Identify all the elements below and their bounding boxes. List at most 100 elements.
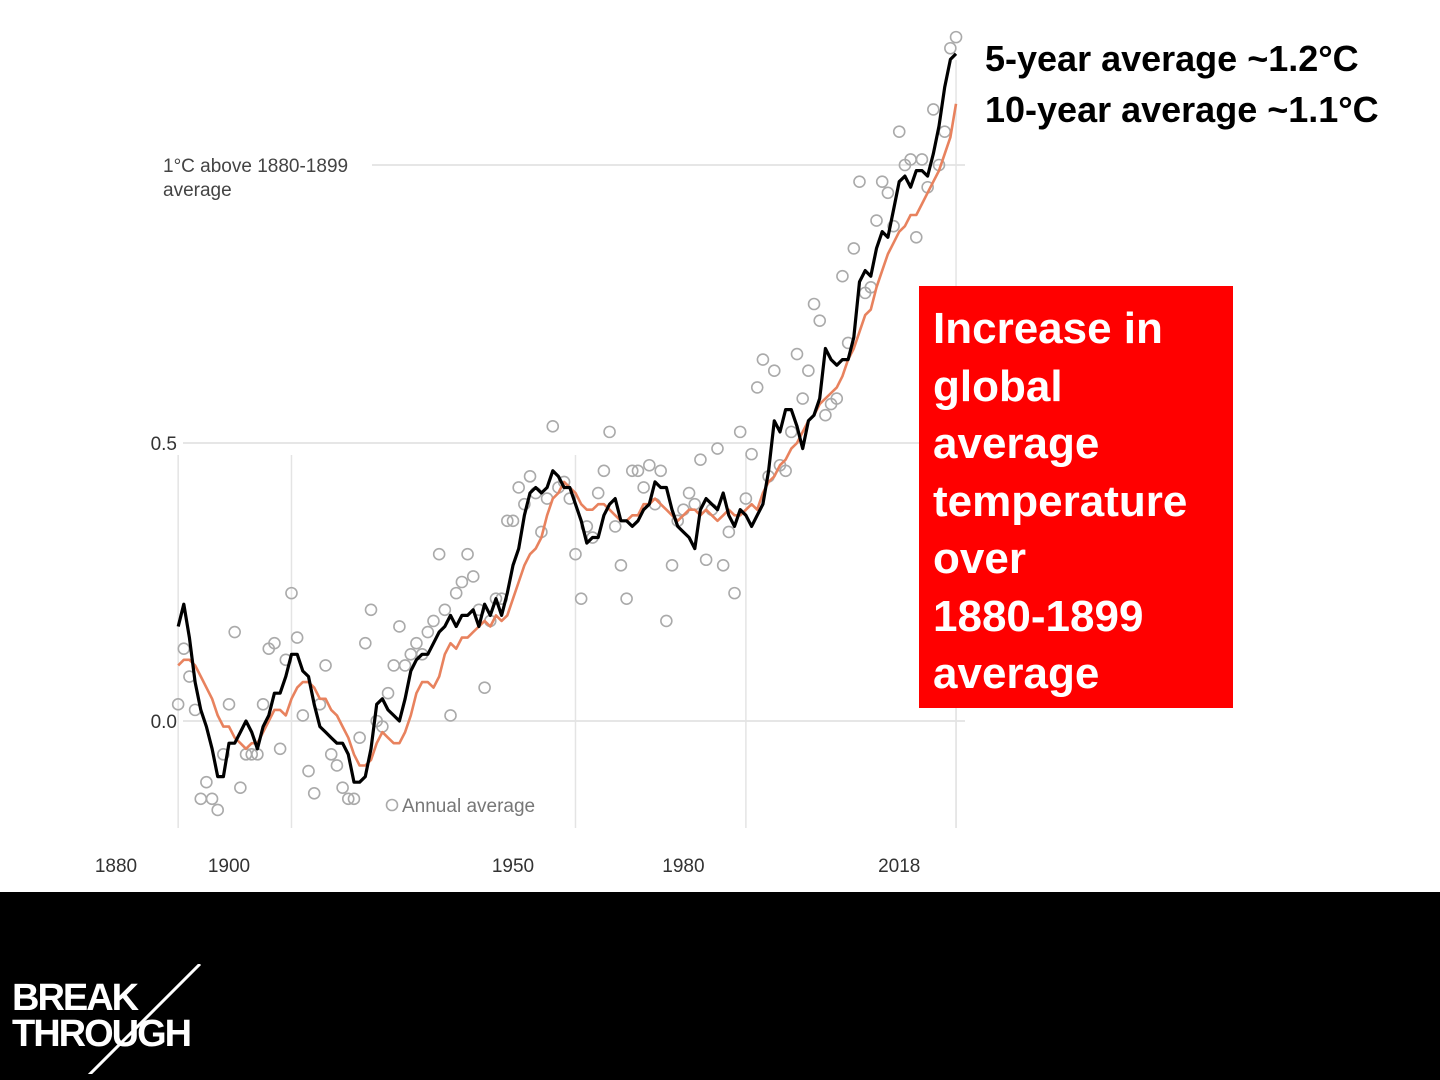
- annual-average-point: [432, 547, 446, 561]
- annual-average-point: [909, 230, 923, 244]
- annual-average-point: [177, 642, 191, 656]
- annual-average-point: [404, 647, 418, 661]
- annual-average-point: [750, 381, 764, 394]
- annual-average-point: [234, 781, 247, 795]
- annual-average-point: [853, 175, 866, 188]
- ten-year-average-line: [177, 103, 958, 767]
- annual-average-point: [387, 659, 401, 672]
- breakthrough-logo: BREAK THROUGH: [12, 964, 210, 1074]
- logo-line-1: BREAK: [12, 977, 139, 1019]
- annual-average-point: [324, 748, 338, 761]
- annual-average-point: [444, 709, 457, 722]
- annual-average-point: [688, 497, 702, 511]
- annual-average-point: [194, 792, 208, 806]
- annual-average-point: [603, 425, 616, 439]
- axis-labels: 0.0 0.5 1880 1900 1950 1980 2018 1°C above 1880…: [95, 156, 921, 877]
- annual-average-point: [625, 464, 639, 478]
- annual-average-point: [944, 41, 957, 55]
- annual-average-point: [830, 392, 844, 405]
- annual-average-point: [347, 792, 361, 806]
- annual-average-point: [359, 636, 372, 650]
- annual-average-point: [875, 175, 889, 188]
- ten-year-average-label: 10-year average ~1.1°C: [985, 89, 1379, 130]
- logo-line-2: THROUGH: [12, 1013, 192, 1055]
- annual-average-point: [546, 420, 560, 433]
- annual-average-point: [512, 481, 525, 494]
- annual-average-point: [574, 592, 588, 605]
- annual-average-point: [767, 364, 781, 378]
- annual-average-point: [222, 698, 236, 711]
- x-tick-label: 1980: [662, 856, 704, 877]
- annual-average-point: [273, 742, 287, 756]
- annual-average-point: [643, 458, 656, 472]
- annual-average-point: [813, 314, 827, 327]
- five-year-average-label: 5-year average ~1.2°C: [985, 38, 1359, 79]
- x-tick-label: 1950: [492, 856, 534, 877]
- annual-average-point: [733, 425, 747, 439]
- annual-average-point: [722, 525, 736, 539]
- annual-average-point: [410, 636, 423, 650]
- annual-average-point: [449, 586, 463, 600]
- annual-average-point: [728, 586, 741, 600]
- annual-average-point: [336, 781, 349, 795]
- x-tick-label: 2018: [878, 856, 920, 877]
- annual-average-point: [608, 520, 622, 533]
- annual-average-point: [711, 442, 724, 455]
- annual-average-point: [847, 242, 861, 255]
- annual-average-point: [393, 620, 406, 633]
- annual-average-point: [938, 125, 951, 138]
- annual-average-point: [438, 603, 452, 617]
- annual-average-point: [739, 492, 753, 505]
- annual-average-point: [285, 586, 298, 600]
- annual-average-point: [836, 269, 849, 283]
- annual-average-point: [716, 559, 730, 572]
- logo-slash-icon: [87, 964, 202, 1074]
- annual-average-point: [296, 709, 310, 722]
- annual-average-point: [398, 659, 412, 672]
- temperature-chart: 0.0 0.5 1880 1900 1950 1980 2018 1°C above 1880…: [95, 30, 965, 877]
- legend-annual-label: Annual average: [402, 796, 535, 817]
- annual-average-point: [506, 514, 520, 528]
- reference-line-label: average: [163, 180, 232, 201]
- annual-average-point: [949, 30, 963, 44]
- annual-average-point: [307, 786, 321, 800]
- annual-average-point: [694, 453, 707, 466]
- annual-average-point: [915, 153, 929, 166]
- annual-average-point: [569, 547, 582, 561]
- callout-box: Increase in global average temperature o…: [919, 286, 1233, 708]
- annual-average-point: [819, 408, 832, 422]
- annual-average-point: [870, 214, 883, 227]
- annual-average-point: [637, 481, 650, 494]
- annual-average-point: [927, 103, 940, 116]
- annual-average-point: [614, 559, 628, 572]
- annual-average-point: [654, 464, 667, 478]
- annual-average-point: [268, 636, 281, 650]
- annual-average-point: [256, 698, 270, 711]
- annual-average-point: [631, 464, 645, 478]
- annual-average-point: [364, 603, 378, 617]
- annual-average-point: [779, 464, 792, 478]
- annual-average-point: [205, 792, 219, 806]
- average-lines: [176, 52, 958, 784]
- annual-average-point: [228, 625, 241, 639]
- annual-average-point: [501, 514, 514, 528]
- annual-average-point: [341, 792, 355, 806]
- annual-average-point: [756, 353, 770, 366]
- x-tick-label: 1900: [208, 856, 250, 877]
- annual-average-point: [427, 614, 440, 628]
- annual-average-point: [785, 425, 798, 439]
- annual-average-point: [807, 297, 821, 311]
- annual-average-point: [290, 631, 304, 644]
- annual-average-point: [330, 759, 344, 772]
- annual-average-point: [802, 364, 815, 378]
- annual-average-point: [892, 125, 906, 138]
- legend-annual-marker-icon: [385, 798, 399, 812]
- annual-average-point: [660, 614, 673, 628]
- annual-average-point: [171, 698, 185, 711]
- annual-average-point: [665, 559, 679, 572]
- annual-average-point: [597, 464, 611, 478]
- annual-average-point: [563, 492, 577, 505]
- annual-average-point: [489, 592, 503, 605]
- annual-average-point: [381, 686, 395, 700]
- annual-average-point: [353, 731, 366, 744]
